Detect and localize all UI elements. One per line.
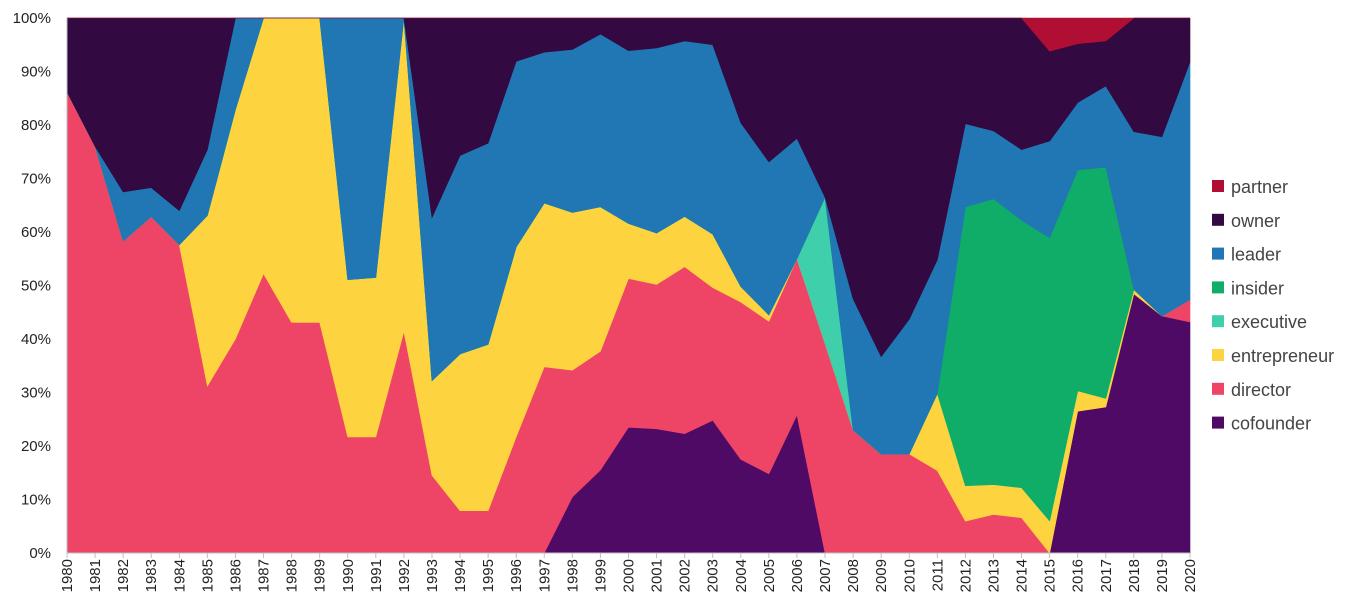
x-tick-label: 1986: [227, 559, 244, 592]
x-tick-label: 2003: [705, 559, 722, 592]
x-tick-label: 1998: [564, 559, 581, 592]
legend-label-owner: owner: [1231, 211, 1280, 231]
x-tick-label: 1993: [424, 559, 441, 592]
x-tick-label: 2012: [957, 559, 974, 592]
legend-swatch-insider: [1212, 281, 1224, 294]
x-tick-label: 2010: [901, 559, 918, 592]
x-tick-label: 2016: [1070, 559, 1087, 592]
legend-swatch-owner: [1212, 213, 1224, 226]
y-tick-label: 0%: [29, 545, 51, 562]
x-tick-label: 1981: [87, 559, 104, 592]
x-tick-label: 2007: [817, 559, 834, 592]
x-tick-label: 1982: [115, 559, 132, 592]
x-tick-label: 2017: [1098, 559, 1115, 592]
x-tick-label: 1980: [59, 559, 76, 592]
x-tick-label: 2004: [733, 559, 750, 592]
legend-swatch-executive: [1212, 315, 1224, 328]
x-tick-label: 2002: [677, 559, 694, 592]
area-partner: [67, 17, 1190, 52]
x-tick-label: 2020: [1182, 559, 1199, 592]
y-tick-label: 100%: [13, 10, 51, 27]
x-tick-label: 1987: [256, 559, 273, 592]
x-tick-label: 1996: [508, 559, 525, 592]
x-tick-label: 1985: [199, 559, 216, 592]
y-tick-label: 40%: [21, 331, 51, 348]
x-tick-label: 1984: [171, 559, 188, 592]
x-tick-label: 2008: [845, 559, 862, 592]
x-tick-label: 2013: [985, 559, 1002, 592]
y-tick-label: 50%: [21, 278, 51, 295]
x-tick-label: 2005: [761, 559, 778, 592]
y-tick-label: 90%: [21, 64, 51, 81]
x-tick-label: 1994: [452, 559, 469, 592]
legend: partner owner leader insider executive entrep…: [1212, 177, 1334, 434]
x-tick-label: 1991: [368, 559, 385, 592]
x-axis: 1980 1981 1982 1983 1984 1985 1986 1987 1988 1989…: [59, 552, 1199, 592]
x-tick-label: 2015: [1042, 559, 1059, 592]
x-tick-label: 2019: [1154, 559, 1171, 592]
y-axis: 0% 10% 20% 30% 40% 50% 60% 70% 80% 90% 100%: [13, 10, 68, 562]
legend-swatch-director: [1212, 382, 1224, 395]
x-tick-label: 2014: [1014, 559, 1031, 592]
x-tick-label: 1995: [480, 559, 497, 592]
y-tick-label: 30%: [21, 385, 51, 402]
y-tick-label: 60%: [21, 224, 51, 241]
y-tick-label: 20%: [21, 438, 51, 455]
legend-label-leader: leader: [1231, 245, 1281, 265]
legend-swatch-partner: [1212, 180, 1224, 192]
x-tick-label: 2018: [1126, 559, 1143, 592]
legend-label-insider: insider: [1231, 278, 1284, 298]
x-tick-label: 1983: [143, 559, 160, 592]
legend-label-cofounder: cofounder: [1231, 414, 1311, 434]
x-tick-label: 2001: [649, 559, 666, 592]
x-tick-label: 2000: [621, 559, 638, 592]
y-tick-label: 70%: [21, 171, 51, 188]
y-tick-label: 80%: [21, 117, 51, 134]
x-tick-label: 2006: [789, 559, 806, 592]
legend-label-entrepreneur: entrepreneur: [1231, 346, 1334, 366]
x-tick-label: 1988: [284, 559, 301, 592]
legend-swatch-leader: [1212, 247, 1224, 260]
legend-swatch-entrepreneur: [1212, 349, 1224, 361]
legend-label-director: director: [1231, 380, 1291, 400]
x-tick-label: 1989: [312, 559, 329, 592]
x-tick-label: 1999: [592, 559, 609, 592]
y-tick-label: 10%: [21, 492, 51, 509]
x-tick-label: 2009: [873, 559, 890, 592]
series-areas: [66, 17, 1191, 554]
legend-label-partner: partner: [1231, 177, 1288, 197]
x-tick-label: 1997: [536, 559, 553, 592]
legend-label-executive: executive: [1231, 312, 1307, 332]
x-tick-label: 1992: [396, 559, 413, 592]
x-tick-label: 2011: [929, 559, 946, 591]
x-tick-label: 1990: [340, 559, 357, 592]
legend-swatch-cofounder: [1212, 416, 1224, 429]
